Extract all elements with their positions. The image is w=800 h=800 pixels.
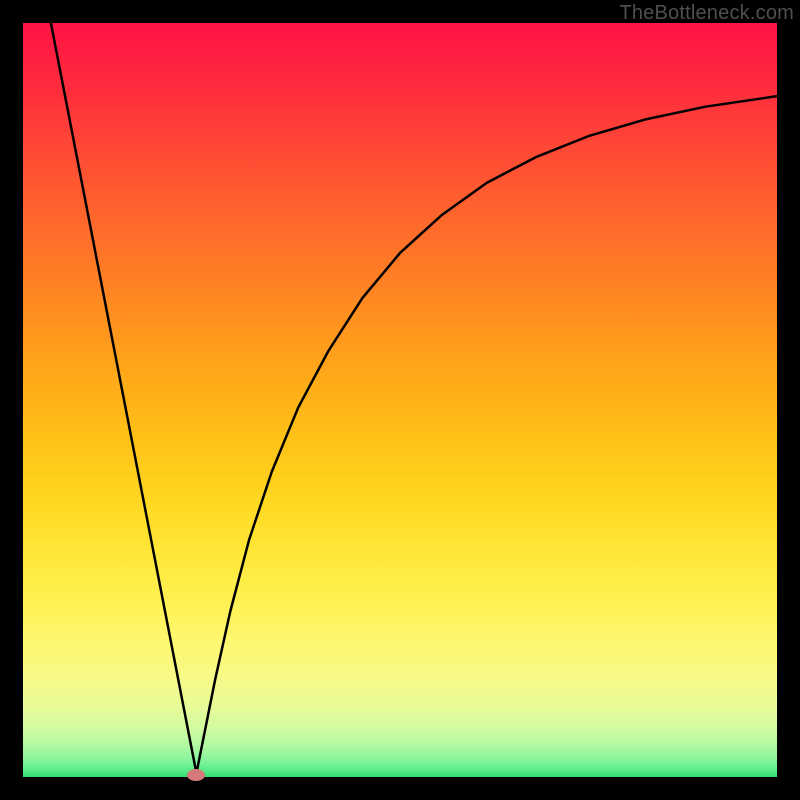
chart-frame: TheBottleneck.com <box>0 0 800 800</box>
minimum-marker <box>187 769 205 781</box>
bottleneck-curve <box>23 23 777 777</box>
watermark-text: TheBottleneck.com <box>619 2 794 25</box>
plot-area <box>23 23 777 777</box>
